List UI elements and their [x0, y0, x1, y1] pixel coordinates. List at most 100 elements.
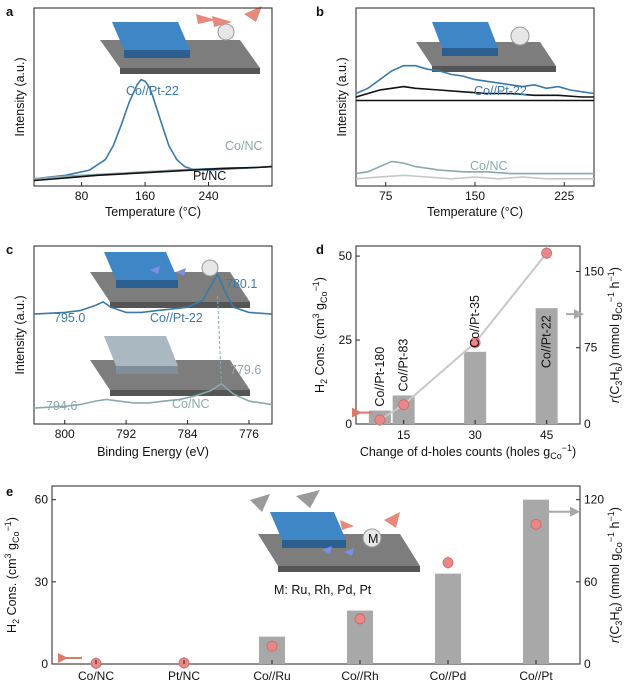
panel-e-ytick-left-label-2: 60	[35, 493, 49, 507]
panel-a: a 80 160 240 Co//Pt-22 Co/NC Pt/NC Tempera…	[6, 4, 273, 219]
panel-b-series-line-3	[355, 160, 594, 175]
panel-d-trend-line	[379, 252, 548, 421]
panel-e-category-label-1: Pt/NC	[168, 669, 200, 683]
panel-a-frame	[33, 7, 273, 187]
panel-a-label-copt: Co//Pt-22	[126, 84, 179, 98]
panel-e-point-3	[354, 613, 366, 625]
panel-d-bar-2	[464, 351, 487, 424]
panel-b-xticks: 75 150 225	[379, 182, 575, 203]
panel-b-xtick-label-1: 150	[465, 189, 485, 203]
panel-b-label-conc: Co/NC	[470, 159, 508, 173]
panel-d-ytick-left-label-2: 50	[339, 249, 353, 263]
panel-c-peak-shift-guide	[216, 295, 222, 383]
panel-a-label-ptnc: Pt/NC	[193, 169, 226, 183]
panel-c-xtick-label-0: 800	[55, 427, 75, 441]
panel-e-ytick-right-label-0: 0	[584, 657, 591, 671]
panel-e-frame	[51, 485, 581, 665]
panel-c-peak-blue-2: 780.1	[226, 277, 257, 291]
panel-c-label-copt: Co//Pt-22	[150, 311, 203, 325]
panel-d-ticks: 0 25 50 0 75 150 15 30 45	[339, 249, 605, 442]
panel-e: e M M: Ru, Rh, Pd, Pt 0 30 60 0 60 120 Co/NC Pt…	[3, 484, 624, 683]
panel-d-point-1	[398, 399, 410, 411]
panel-e-category-label-4: Co//Pd	[430, 669, 467, 683]
panel-e-bar-4	[435, 573, 461, 664]
panel-d-bar-label-0: Co//Pt-180	[373, 347, 387, 407]
panel-d-ytick-left-label-1: 25	[339, 333, 353, 347]
panel-e-category-label-0: Co/NC	[78, 669, 114, 683]
panel-c-xtick-label-2: 784	[178, 427, 198, 441]
panel-b-series-line-4	[355, 174, 594, 180]
panel-c-xtick-label-3: 776	[239, 427, 259, 441]
panel-b-label-copt: Co//Pt-22	[474, 84, 527, 98]
panel-e-point-4	[442, 557, 454, 569]
panel-c-series-line-1	[33, 382, 273, 409]
panel-b-label: b	[316, 4, 324, 19]
panel-e-ytick-left-label-0: 0	[41, 657, 48, 671]
panel-e-category-label-3: Co//Rh	[341, 669, 378, 683]
panel-e-metal-label: M	[368, 532, 378, 546]
panel-e-ylabel-right: r(C3H6) (mmol gCo−1 h−1)	[606, 507, 624, 643]
panel-d-ylabel-right: r(C3H6) (mmol gCo−1 h−1)	[606, 267, 624, 403]
panel-b-xlabel: Temperature (°C)	[427, 205, 523, 219]
panel-d-xlabel: Change of d-holes counts (holes gCo−1)	[360, 443, 576, 461]
panel-a-xtick-label-1: 160	[135, 189, 155, 203]
panel-c-series-line-0	[33, 272, 273, 315]
panel-d-xtick-label-0: 15	[397, 428, 411, 442]
panel-a-ylabel: Intensity (a.u.)	[13, 57, 27, 136]
panel-d-bar-3	[535, 308, 558, 424]
panel-e-metal-note: M: Ru, Rh, Pd, Pt	[274, 583, 372, 597]
panel-c-peak-blue-1: 795.0	[54, 311, 85, 325]
panel-c-frame	[33, 245, 273, 425]
panel-b-xtick-label-2: 225	[554, 189, 574, 203]
panel-a-plot	[33, 78, 273, 182]
panel-e-label: e	[6, 484, 13, 499]
panel-b-plot	[355, 64, 595, 180]
panel-d-point-2	[469, 337, 481, 349]
panel-b: b 75 150 225 Co//Pt-22 Co/NC Temperature (…	[316, 4, 595, 219]
panel-a-label-conc: Co/NC	[225, 139, 263, 153]
panel-d-xtick-label-2: 45	[540, 428, 554, 442]
panel-e-ytick-right-label-2: 120	[584, 493, 604, 507]
panel-c-xticks: 800 792 784 776	[55, 420, 259, 441]
panel-d-point-3	[541, 247, 553, 259]
panel-c-xtick-label-1: 792	[116, 427, 136, 441]
panel-d-ylabel-left: H2 Cons. (cm3 gCo−1)	[311, 277, 329, 393]
panel-b-xtick-label-0: 75	[379, 189, 393, 203]
panel-c-peak-teal-1: 794.6	[46, 399, 77, 413]
panel-a-schematic	[100, 6, 262, 74]
panel-a-xlabel: Temperature (°C)	[105, 205, 201, 219]
panel-e-point-5	[530, 518, 542, 530]
panel-c-label-conc: Co/NC	[172, 397, 210, 411]
panel-d-ytick-right-label-1: 75	[584, 341, 598, 355]
panel-d-label: d	[316, 242, 324, 257]
panel-e-ylabel-left: H2 Cons. (cm3 gCo−1)	[3, 517, 21, 633]
panel-e-schematic	[250, 490, 420, 572]
panel-e-ticks: 0 30 60 0 60 120 Co/NC Pt/NC Co//Ru Co//Rh Co//Pd C…	[35, 493, 605, 683]
panel-a-xtick-label-0: 80	[75, 189, 89, 203]
panel-d-plot: Co//Pt-180 Co//Pt-83 Co//Pt-35 Co//Pt-22	[352, 247, 584, 426]
panel-d-bar-label-3: Co//Pt-22	[540, 315, 554, 368]
panel-e-category-label-5: Co//Pt	[519, 669, 553, 683]
panel-d-xtick-label-1: 30	[468, 428, 482, 442]
panel-a-series-line-0	[33, 78, 273, 180]
panel-e-ytick-left-label-1: 30	[35, 575, 49, 589]
panel-d-ytick-right-label-0: 0	[584, 417, 591, 431]
panel-b-series-line-0	[355, 64, 595, 95]
panel-a-label: a	[6, 4, 14, 19]
panel-b-ylabel: Intensity (a.u.)	[335, 57, 349, 136]
panel-c-plot	[33, 272, 273, 409]
panel-d-ytick-right-label-2: 150	[584, 264, 604, 278]
panel-b-series-line-2	[355, 85, 594, 98]
panel-a-series-line-2	[33, 165, 273, 182]
panel-e-plot	[58, 499, 580, 670]
panel-a-xtick-label-2: 240	[199, 189, 219, 203]
panel-e-ytick-right-label-1: 60	[584, 575, 598, 589]
panel-c-schematic-top	[90, 252, 250, 308]
panel-c-xlabel: Binding Energy (eV)	[97, 445, 209, 459]
panel-c-peak-teal-2: 779.6	[230, 363, 261, 377]
panel-e-point-2	[266, 640, 278, 652]
panel-d-bar-label-1: Co//Pt-83	[397, 339, 411, 392]
panel-c-ylabel: Intensity (a.u.)	[13, 295, 27, 374]
